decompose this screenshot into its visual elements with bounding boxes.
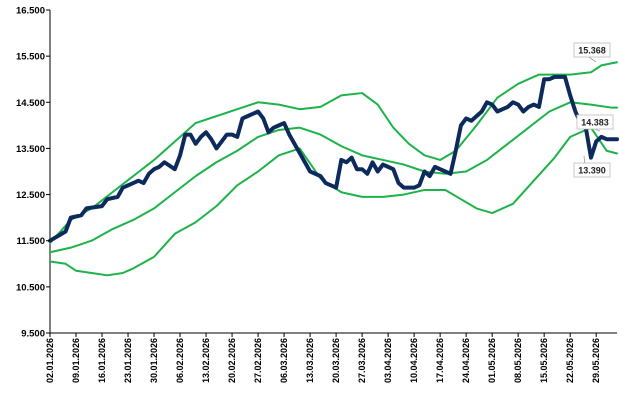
y-tick-label: 15.500: [16, 52, 45, 63]
value-label: 13.390: [573, 155, 611, 178]
series-layer: [48, 61, 619, 277]
x-tick-label: 23.01.2026: [123, 338, 133, 383]
x-tick-label: 10.04.2026: [409, 338, 419, 383]
y-tick-label: 10.500: [16, 282, 45, 293]
x-tick-label: 30.01.2026: [149, 338, 159, 383]
plot-area: [49, 10, 617, 334]
x-tick-label: 16.01.2026: [97, 338, 107, 383]
x-tick-label: 15.05.2026: [539, 338, 549, 383]
x-tick-label: 01.05.2026: [487, 338, 497, 383]
x-tick-label: 17.04.2026: [435, 338, 445, 383]
x-tick-label: 02.01.2026: [45, 338, 55, 383]
x-tick-label: 20.02.2026: [227, 338, 237, 383]
x-tick-label: 09.01.2026: [71, 338, 81, 383]
label-box: [573, 162, 611, 178]
middle-band-line: [49, 101, 618, 254]
label-box: [573, 42, 611, 58]
x-tick-label: 06.03.2026: [279, 338, 289, 383]
y-axis: 9.500 10.500 11.500 12.500 13.500 14.500 15.50…: [16, 6, 50, 340]
y-tick-label: 11.500: [16, 236, 45, 247]
x-tick-label: 24.04.2026: [461, 338, 471, 383]
label-text: 13.390: [578, 166, 606, 176]
x-tick-label: 22.05.2026: [565, 338, 575, 383]
x-tick-label: 29.05.2026: [591, 338, 601, 383]
x-tick-label: 20.03.2026: [331, 338, 341, 383]
x-tick-label: 06.02.2026: [175, 338, 185, 383]
label-text: 15.368: [578, 46, 606, 56]
y-tick-label: 12.500: [16, 190, 45, 201]
x-tick-label: 27.03.2026: [357, 338, 367, 383]
data-labels: 15.368 14.383 13.390: [573, 42, 614, 178]
x-axis: 02.01.2026 09.01.2026 16.01.2026 23.01.2026…: [45, 333, 601, 383]
x-tick-label: 08.05.2026: [513, 338, 523, 383]
y-tick-label: 16.500: [16, 6, 45, 17]
x-tick-label: 27.02.2026: [253, 338, 263, 383]
y-tick-label: 13.500: [16, 144, 45, 155]
x-tick-label: 03.04.2026: [383, 338, 393, 383]
lower-band-line: [49, 126, 618, 277]
value-label: 15.368: [573, 42, 611, 63]
price-line: [48, 74, 619, 243]
label-text: 14.383: [581, 118, 609, 128]
y-tick-label: 14.500: [16, 98, 45, 109]
upper-band-line: [49, 61, 618, 245]
x-tick-label: 13.03.2026: [305, 338, 315, 383]
x-tick-label: 13.02.2026: [201, 338, 211, 383]
y-tick-label: 9.500: [21, 329, 45, 340]
label-box: [576, 114, 614, 130]
value-label: 14.383: [576, 114, 614, 132]
